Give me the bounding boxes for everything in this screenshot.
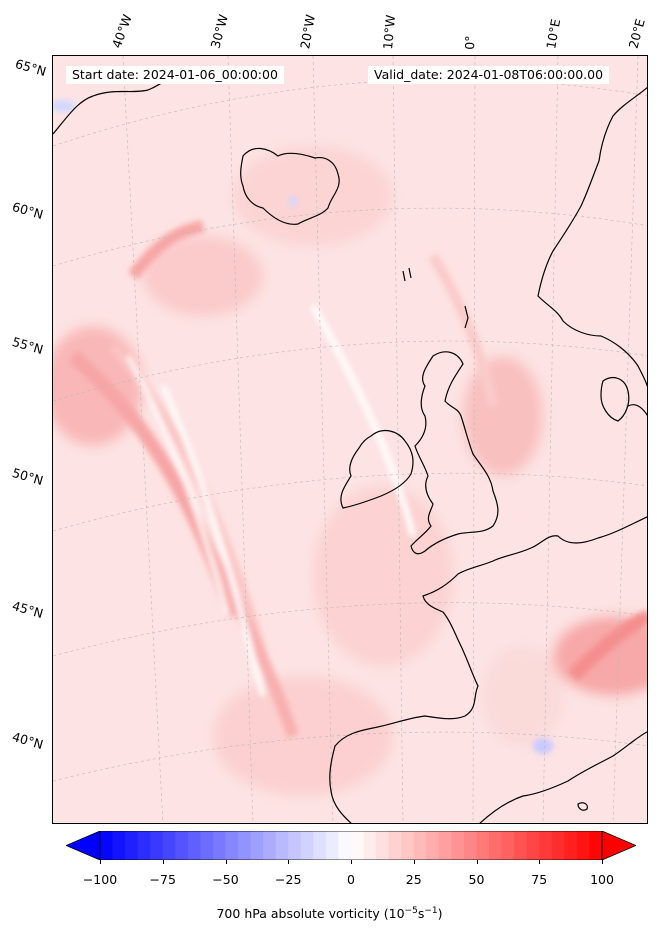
lon-label-40w: 40°W	[108, 12, 135, 50]
colorbar-cell	[489, 831, 503, 860]
colorbar-cell	[238, 831, 252, 860]
colorbar-tick-mark	[351, 860, 352, 864]
valid-date-label: Valid_date: 2024-01-08T06:00:00.00	[368, 66, 610, 84]
lon-label-10w: 10°W	[380, 14, 399, 51]
coastlines	[53, 75, 647, 823]
colorbar-cell	[451, 831, 465, 860]
colorbar-cell	[514, 831, 528, 860]
colorbar-low-extend	[66, 831, 101, 860]
lat-label-55n: 55°N	[10, 333, 45, 358]
colorbar-cell	[300, 831, 314, 860]
colorbar-tick-label: 50	[468, 872, 485, 887]
map-panel	[52, 55, 648, 824]
colorbar-cell	[275, 831, 289, 860]
colorbar-cell	[288, 831, 302, 860]
colorbar-cell	[137, 831, 151, 860]
colorbar-tick-label: 100	[590, 872, 614, 887]
colorbar-cell	[351, 831, 365, 860]
colorbar-cell	[476, 831, 490, 860]
colorbar-cell	[438, 831, 452, 860]
colorbar-cell	[413, 831, 427, 860]
lon-label-10e: 10°E	[543, 17, 564, 50]
vorticity-shading	[53, 56, 647, 823]
colorbar-cell	[125, 831, 139, 860]
colorbar-tick-mark	[225, 860, 227, 864]
colorbar-cell	[100, 831, 114, 860]
lat-label-60n: 60°N	[10, 198, 45, 223]
colorbar-cell	[313, 831, 327, 860]
colorbar-tick-label: 75	[531, 872, 548, 887]
colorbar-cell	[388, 831, 402, 860]
colorbar-cell	[363, 831, 377, 860]
colorbar-tick-mark	[476, 860, 478, 864]
colorbar-cell	[401, 831, 415, 860]
lon-label-30w: 30°W	[207, 12, 231, 50]
colorbar-tick-label: −75	[149, 872, 176, 887]
colorbar-high-extend	[601, 831, 636, 860]
colorbar-cell	[187, 831, 201, 860]
colorbar-cell	[564, 831, 578, 860]
colorbar-cell	[551, 831, 565, 860]
colorbar-tick-label: −100	[82, 872, 118, 887]
colorbar-tick-mark	[539, 860, 541, 864]
colorbar-tick-mark	[100, 860, 101, 864]
colorbar-cell	[539, 831, 553, 860]
colorbar-cell	[150, 831, 164, 860]
colorbar-cell	[175, 831, 189, 860]
colorbar-cell	[576, 831, 590, 860]
colorbar-cell	[225, 831, 239, 860]
colorbar-cell	[338, 831, 352, 860]
colorbar-cell	[325, 831, 339, 860]
lat-label-40n: 40°N	[10, 728, 45, 753]
colorbar-cell	[162, 831, 176, 860]
colorbar-tick-mark	[602, 860, 603, 864]
colorbar-cell	[463, 831, 477, 860]
colorbar-tick-mark	[288, 860, 290, 864]
colorbar-cell	[250, 831, 264, 860]
lat-label-45n: 45°N	[10, 597, 45, 622]
lon-label-20w: 20°W	[297, 13, 318, 50]
colorbar-cell	[112, 831, 126, 860]
lat-label-50n: 50°N	[10, 464, 45, 489]
colorbar-tick-mark	[162, 860, 164, 864]
colorbar-cell	[426, 831, 440, 860]
colorbar-cell	[263, 831, 277, 860]
vorticity-streaks	[53, 100, 647, 754]
colorbar-tick-label: −25	[275, 872, 302, 887]
start-date-label: Start date: 2024-01-06_00:00:00	[66, 66, 284, 84]
graticule	[53, 56, 647, 823]
colorbar-outline	[99, 831, 603, 860]
colorbar-cell	[376, 831, 390, 860]
colorbar-cell	[501, 831, 515, 860]
lon-label-20e: 20°E	[625, 17, 648, 51]
colorbar-tick-label: 25	[405, 872, 422, 887]
colorbar-cells	[100, 831, 603, 860]
colorbar-tick-mark	[413, 860, 415, 864]
lat-label-65n: 65°N	[13, 55, 48, 80]
lon-label-0: 0°	[462, 35, 478, 50]
vorticity-field	[53, 56, 647, 823]
colorbar-cell	[212, 831, 226, 860]
colorbar-label: 700 hPa absolute vorticity (10−5s−1)	[216, 906, 443, 922]
colorbar-tick-label: 0	[347, 872, 355, 887]
colorbar-cell	[526, 831, 540, 860]
colorbar-cell	[200, 831, 214, 860]
colorbar	[66, 831, 636, 860]
colorbar-tick-label: −50	[212, 872, 239, 887]
colorbar-cell	[589, 831, 603, 860]
